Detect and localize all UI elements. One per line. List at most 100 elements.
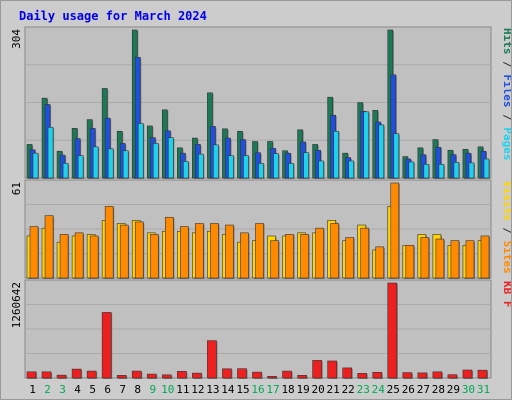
x-axis-day-label: 1: [29, 383, 36, 396]
bottom-bar-kb-f: [41, 371, 52, 379]
top-bar-pages: [47, 127, 54, 179]
top-bar-pages: [288, 163, 294, 179]
middle-bar-sites: [104, 206, 114, 279]
middle-bar-sites: [420, 237, 430, 279]
middle-ymax-label: 61: [10, 182, 23, 195]
bottom-ymax-label: 1260642: [10, 282, 23, 328]
top-bar-pages: [213, 144, 219, 179]
x-axis-day-label: 19: [296, 383, 309, 396]
middle-bar-sites: [255, 223, 264, 279]
middle-bar-sites: [210, 223, 219, 279]
bottom-bar-kb-f: [432, 371, 443, 379]
bottom-bar-kb-f: [342, 367, 353, 379]
bottom-bar-kb-f: [222, 368, 232, 379]
middle-bar-sites: [240, 232, 249, 279]
top-bar-pages: [167, 137, 174, 179]
bottom-bar-kb-f: [252, 371, 262, 379]
x-axis-day-label: 22: [342, 383, 355, 396]
top-bar-pages: [32, 152, 39, 179]
bottom-bar-kb-f: [447, 374, 458, 379]
x-axis-day-label: 14: [221, 383, 235, 396]
top-bar-pages: [243, 155, 249, 179]
bottom-bar-kb-f: [177, 371, 187, 379]
bottom-bar-kb-f: [237, 368, 247, 379]
bottom-bar-kb-f: [26, 371, 37, 379]
middle-bar-sites: [345, 237, 355, 279]
bottom-bar-kb-f: [462, 369, 473, 379]
x-axis-day-label: 18: [281, 383, 294, 396]
top-bar-pages: [333, 130, 339, 179]
bottom-bar-kb-f: [161, 374, 172, 379]
top-bar-files: [104, 117, 111, 179]
top-bar-pages: [483, 158, 490, 179]
top-bar-pages: [303, 152, 309, 179]
top-bar-pages: [468, 162, 475, 179]
top-bar-pages: [393, 133, 400, 179]
x-axis-day-label: 13: [206, 383, 219, 396]
middle-legend: Visits / Sites: [501, 181, 511, 274]
chart-title: Daily usage for March 2024: [19, 9, 207, 23]
top-ymax-label: 304: [10, 29, 23, 49]
bottom-bar-kb-f: [477, 369, 488, 379]
middle-bar-sites: [225, 224, 234, 279]
x-axis-day-label: 8: [134, 383, 141, 396]
x-axis-day-label: 11: [176, 383, 189, 396]
top-bar-files: [134, 56, 141, 179]
middle-bar-sites: [44, 215, 54, 279]
bottom-bar-kb-f: [357, 373, 368, 379]
top-bar-pages: [378, 124, 385, 179]
middle-bar-sites: [195, 223, 204, 279]
top-legend-item: /: [501, 55, 511, 75]
x-axis-day-label: 27: [417, 383, 430, 396]
middle-bar-sites: [180, 226, 189, 279]
top-bar-pages: [423, 164, 430, 179]
bottom-bar-kb-f: [146, 373, 157, 379]
top-bar-pages: [348, 160, 355, 179]
middle-bar-sites: [59, 234, 69, 279]
bottom-bar-kb-f: [71, 368, 82, 379]
top-bar-pages: [183, 161, 189, 179]
bottom-legend-item: KB F: [501, 281, 511, 308]
bottom-bar-kb-f: [282, 370, 292, 379]
bottom-bar-kb-f: [131, 370, 142, 379]
middle-bar-sites: [29, 226, 39, 279]
middle-bar-sites: [300, 234, 309, 279]
middle-bar-sites: [74, 232, 84, 279]
middle-bar-sites: [119, 224, 129, 279]
top-legend-item: /: [501, 108, 511, 128]
middle-bar-sites: [164, 216, 174, 279]
x-axis-day-label: 5: [89, 383, 96, 396]
middle-bar-sites: [405, 244, 415, 279]
bottom-bar-kb-f: [312, 360, 322, 379]
x-axis-day-label: 28: [432, 383, 445, 396]
x-axis-day-label: 21: [327, 383, 340, 396]
middle-bar-sites: [375, 246, 385, 279]
bottom-bar-kb-f: [101, 312, 112, 379]
bottom-bar-kb-f: [402, 372, 413, 379]
top-bar-pages: [273, 153, 279, 179]
bottom-bar-kb-f: [327, 360, 337, 379]
top-bar-pages: [77, 155, 84, 179]
x-axis-day-label: 7: [119, 383, 126, 396]
bottom-legend: KB F: [501, 281, 511, 308]
top-bar-pages: [318, 160, 324, 179]
middle-bar-sites: [285, 234, 294, 279]
bottom-bar-kb-f: [387, 282, 398, 379]
x-axis-day-label: 15: [236, 383, 249, 396]
middle-bar-sites: [480, 235, 490, 279]
bottom-bar-kb-f: [192, 372, 202, 379]
x-axis-day-label: 24: [372, 383, 386, 396]
top-legend-item: Files: [501, 74, 511, 107]
x-axis-day-label: 12: [191, 383, 204, 396]
top-bar-pages: [62, 163, 69, 179]
top-bar-pages: [198, 153, 204, 179]
x-axis-day-label: 9: [149, 383, 156, 396]
x-axis-day-label: 4: [74, 383, 81, 396]
middle-bar-sites: [330, 223, 339, 279]
top-bar-pages: [92, 146, 99, 179]
bottom-bar-kb-f: [372, 371, 383, 379]
top-bar-pages: [137, 123, 144, 179]
middle-bar-sites: [315, 227, 324, 279]
